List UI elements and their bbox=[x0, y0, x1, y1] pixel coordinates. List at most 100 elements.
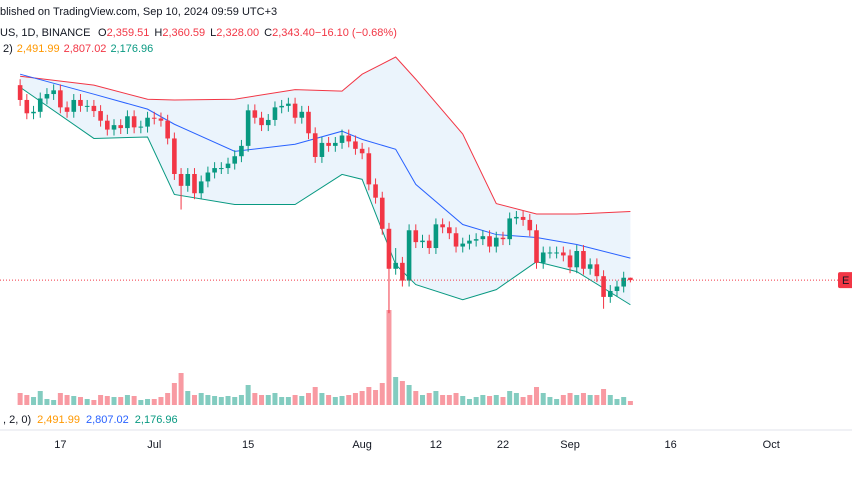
candle-body bbox=[58, 90, 63, 108]
volume-bar bbox=[118, 397, 124, 405]
candle-body bbox=[507, 218, 512, 240]
candle-body bbox=[91, 105, 97, 112]
candle-body bbox=[111, 125, 117, 130]
ohlc-legend: O2,359.51 H2,360.59 L2,328.00 C2,343.40−16.… bbox=[98, 27, 397, 39]
volume-bar bbox=[513, 393, 519, 405]
candle-body bbox=[567, 255, 573, 268]
volume-bar bbox=[104, 396, 110, 405]
candle-body bbox=[64, 107, 70, 112]
volume-bar bbox=[319, 393, 325, 405]
volume-bar bbox=[373, 390, 379, 405]
candle-body bbox=[540, 252, 546, 263]
volume-bar bbox=[406, 385, 412, 405]
volume-bar bbox=[473, 397, 479, 405]
volume-bar bbox=[124, 395, 130, 405]
ohlc-key: H bbox=[154, 27, 162, 39]
candle-body bbox=[326, 142, 331, 146]
candle-body bbox=[192, 174, 197, 194]
candle-body bbox=[333, 142, 338, 146]
bb-legend: 2) 2,491.99 2,807.02 2,176.96 bbox=[3, 43, 153, 55]
candle-body bbox=[581, 251, 586, 269]
candle-body bbox=[265, 119, 271, 126]
volume-bar bbox=[540, 393, 546, 405]
x-tick-label: 22 bbox=[497, 439, 509, 451]
volume-bar bbox=[359, 391, 365, 405]
volume-bar bbox=[426, 393, 432, 405]
candle-body bbox=[366, 153, 372, 185]
candle-body bbox=[312, 133, 318, 157]
volume-bar bbox=[272, 393, 278, 405]
candle-body bbox=[621, 277, 626, 287]
ohlc-value: 2,343.40 bbox=[272, 27, 315, 39]
x-tick-label: Oct bbox=[763, 439, 780, 451]
candle-body bbox=[520, 216, 526, 220]
candle-body bbox=[601, 276, 606, 297]
candle-body bbox=[359, 148, 365, 154]
candle-body bbox=[185, 174, 191, 186]
candle-body bbox=[473, 239, 479, 241]
volume-bar bbox=[520, 397, 526, 405]
volume-bar bbox=[466, 399, 472, 405]
volume-bar bbox=[507, 391, 513, 405]
volume-bar bbox=[292, 395, 298, 405]
volume-bar bbox=[500, 397, 506, 405]
candle-body bbox=[379, 197, 385, 229]
candle-body bbox=[145, 117, 150, 127]
candle-body bbox=[118, 125, 124, 129]
candle-body bbox=[460, 243, 466, 247]
volume-bar bbox=[332, 397, 338, 405]
volume-bar bbox=[299, 396, 305, 405]
candle-body bbox=[131, 116, 137, 128]
volume-bar bbox=[446, 395, 452, 405]
volume-bar bbox=[238, 395, 244, 405]
volume-bar bbox=[57, 393, 63, 405]
candle-body bbox=[84, 105, 90, 107]
volume-bar bbox=[554, 399, 560, 405]
volume-bar bbox=[326, 395, 332, 405]
candle-body bbox=[406, 230, 412, 281]
volume-bar bbox=[527, 395, 533, 405]
volume-bar bbox=[212, 396, 218, 405]
candle-body bbox=[219, 168, 224, 170]
volume-bar bbox=[352, 393, 358, 405]
candle-body bbox=[31, 111, 36, 114]
candle-body bbox=[393, 262, 398, 269]
volume-bar bbox=[305, 393, 311, 405]
band-upper bbox=[20, 56, 631, 215]
volume-bar bbox=[84, 399, 90, 405]
volume-bar bbox=[312, 387, 318, 405]
x-tick-label: 16 bbox=[665, 439, 677, 451]
candle-body bbox=[420, 240, 425, 243]
volume-bar bbox=[574, 395, 580, 405]
candle-body bbox=[272, 107, 278, 120]
candle-body bbox=[172, 138, 177, 174]
volume-bar bbox=[265, 395, 271, 405]
header-symbol: US, 1D, BINANCE bbox=[0, 27, 90, 39]
volume-bar bbox=[165, 393, 171, 405]
candle-body bbox=[386, 228, 392, 269]
volume-bar bbox=[205, 395, 211, 405]
volume-bar bbox=[534, 387, 540, 405]
bottom-legend: , 2, 0) 2,491.99 2,807.02 2,176.96 bbox=[3, 414, 178, 426]
volume-bar bbox=[601, 389, 607, 405]
volume-bar bbox=[460, 396, 466, 405]
volume-bar bbox=[567, 393, 573, 405]
volume-bar bbox=[399, 381, 405, 405]
plot-background bbox=[20, 57, 631, 305]
candle-body bbox=[487, 236, 492, 247]
volume-bar bbox=[31, 397, 37, 405]
candle-body bbox=[51, 90, 56, 95]
volume-bar bbox=[24, 395, 30, 405]
volume-bar bbox=[158, 397, 164, 405]
candle-body bbox=[547, 252, 553, 254]
volume-bar bbox=[98, 395, 104, 405]
candle-body bbox=[105, 120, 110, 130]
volume-bar bbox=[44, 399, 50, 405]
candle-body bbox=[440, 224, 445, 228]
candle-body bbox=[413, 230, 419, 243]
candle-body bbox=[292, 103, 298, 118]
candle-body bbox=[44, 94, 50, 99]
volume-bar bbox=[245, 385, 251, 405]
candle-body bbox=[151, 117, 157, 119]
